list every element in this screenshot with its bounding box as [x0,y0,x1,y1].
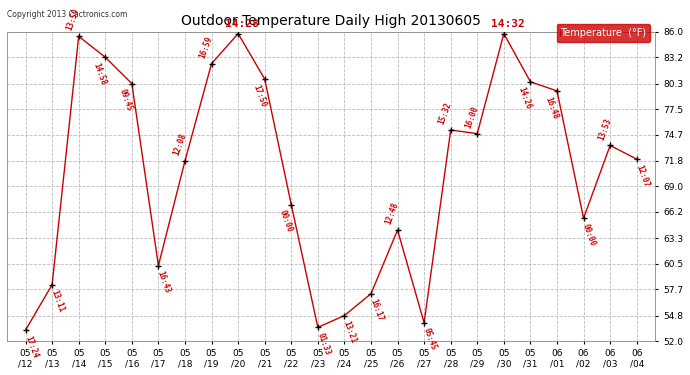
Text: 16:17: 16:17 [368,298,385,323]
Text: 14:26: 14:26 [517,86,533,111]
Text: 13:11: 13:11 [50,289,66,314]
Text: 16:59: 16:59 [198,34,214,59]
Text: 15:32: 15:32 [437,101,453,126]
Text: 09:45: 09:45 [118,88,135,112]
Text: 16:43: 16:43 [156,270,172,295]
Text: 14:32: 14:32 [491,19,524,29]
Title: Outdoor Temperature Daily High 20130605: Outdoor Temperature Daily High 20130605 [181,14,481,28]
Text: 17:24: 17:24 [23,334,39,359]
Text: 17:50: 17:50 [251,83,267,108]
Text: 12:07: 12:07 [634,164,651,188]
Text: 12:48: 12:48 [384,201,400,226]
Text: 14:58: 14:58 [92,62,108,86]
Text: 12:08: 12:08 [171,132,188,157]
Text: 16:48: 16:48 [543,95,560,120]
Text: Copyright 2013 Cactronics.com: Copyright 2013 Cactronics.com [7,10,128,20]
Text: 13:59: 13:59 [65,7,81,32]
Text: 14:28: 14:28 [225,19,259,29]
Text: 13:21: 13:21 [342,320,358,345]
Text: 00:00: 00:00 [277,209,294,234]
Text: 01:33: 01:33 [315,332,332,357]
Text: 05:45: 05:45 [422,327,438,352]
Text: 13:53: 13:53 [596,116,613,141]
Text: 00:00: 00:00 [581,222,598,247]
Legend: Temperature  (°F): Temperature (°F) [557,24,651,42]
Text: 16:00: 16:00 [464,105,480,129]
